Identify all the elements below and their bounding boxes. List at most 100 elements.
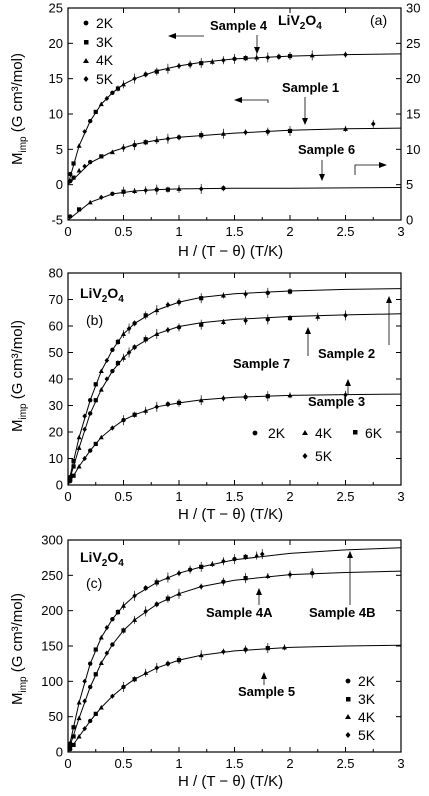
annotation-sample-4b: Sample 4B bbox=[309, 605, 375, 620]
data-point bbox=[198, 397, 204, 403]
y-tick-label: 25 bbox=[49, 1, 63, 16]
annotation-sample-7: Sample 7 bbox=[233, 356, 290, 371]
legend-marker-2k-c bbox=[345, 678, 351, 684]
legend-marker-4k-b bbox=[302, 430, 308, 435]
data-point bbox=[265, 394, 270, 399]
x-tick-label: 0.5 bbox=[114, 489, 132, 504]
data-point bbox=[165, 661, 171, 666]
arrow-head-sample-4 bbox=[254, 47, 260, 54]
annotation-sample-4a: Sample 4A bbox=[206, 605, 273, 620]
data-point bbox=[110, 616, 115, 622]
data-point bbox=[154, 137, 160, 143]
data-point bbox=[121, 145, 126, 151]
data-point bbox=[71, 473, 76, 478]
y-axis-label-b: Mimp (G cm³/mol) bbox=[9, 320, 29, 432]
fit-line-sample-4b bbox=[67, 547, 402, 753]
annotation-sample-5: Sample 5 bbox=[238, 684, 295, 699]
data-point bbox=[98, 634, 104, 640]
data-point bbox=[68, 178, 73, 184]
arrow-head-sample-3 bbox=[345, 379, 351, 386]
data-point bbox=[88, 448, 93, 453]
data-point bbox=[93, 398, 98, 403]
legend-label-4k-c: 4K bbox=[358, 709, 376, 725]
y-tick-label: 300 bbox=[41, 533, 63, 548]
legend-label-5k-c: 5K bbox=[358, 727, 376, 743]
data-point bbox=[154, 69, 159, 74]
arrow-head-sample-4-left bbox=[168, 33, 176, 39]
data-point bbox=[154, 580, 159, 585]
data-point bbox=[115, 609, 121, 615]
data-point bbox=[243, 576, 248, 581]
data-point bbox=[176, 400, 182, 405]
data-point bbox=[165, 596, 170, 601]
data-point bbox=[76, 167, 82, 173]
data-point bbox=[98, 704, 104, 710]
data-point bbox=[71, 459, 76, 464]
arrow-head-sample-4b bbox=[347, 551, 353, 558]
data-point bbox=[143, 608, 148, 614]
y-tick-label: 200 bbox=[41, 603, 63, 618]
data-point bbox=[187, 62, 193, 67]
legend-marker-2k-b bbox=[252, 430, 258, 436]
data-point bbox=[115, 339, 121, 344]
data-point bbox=[110, 642, 115, 647]
y-tick-label: -5 bbox=[51, 213, 63, 228]
data-point bbox=[77, 207, 82, 212]
data-point bbox=[220, 292, 226, 298]
y-tick-label: 30 bbox=[49, 398, 63, 413]
panel-label-c: (c) bbox=[86, 575, 102, 591]
compound-label-b: LiV2O4 bbox=[80, 285, 124, 305]
data-point bbox=[154, 307, 160, 313]
legend-b: 2K 4K 6K 5K bbox=[252, 425, 383, 464]
data-point bbox=[110, 90, 115, 96]
annotation-arrows-b bbox=[305, 296, 392, 394]
data-point bbox=[265, 646, 270, 651]
x-tick-label: 1 bbox=[175, 756, 182, 771]
x-tick-label: 0.5 bbox=[114, 224, 132, 239]
data-point bbox=[165, 136, 171, 142]
y-tick-label: 0 bbox=[56, 478, 63, 493]
data-point bbox=[176, 186, 182, 191]
data-point bbox=[143, 140, 148, 145]
legend-marker-4k bbox=[83, 58, 89, 63]
x-tick-label: 2.5 bbox=[336, 756, 354, 771]
data-point bbox=[82, 698, 87, 704]
data-point bbox=[243, 394, 248, 400]
data-point bbox=[98, 660, 104, 665]
data-point bbox=[176, 658, 182, 663]
data-point bbox=[343, 392, 348, 398]
data-point bbox=[243, 129, 248, 135]
data-point bbox=[281, 644, 287, 650]
data-point bbox=[82, 413, 87, 419]
data-point bbox=[76, 445, 82, 450]
data-point bbox=[221, 57, 226, 63]
data-point bbox=[88, 684, 93, 690]
data-point bbox=[265, 573, 271, 579]
data-point bbox=[287, 392, 293, 398]
data-point bbox=[243, 647, 248, 652]
data-point bbox=[121, 189, 126, 194]
data-point bbox=[176, 63, 182, 69]
data-point bbox=[68, 746, 73, 752]
data-point bbox=[154, 665, 160, 671]
data-point bbox=[93, 382, 98, 387]
legend-label-3k: 3K bbox=[96, 34, 114, 50]
data-point bbox=[198, 652, 204, 658]
legend-marker-3k-c bbox=[346, 697, 351, 702]
data-point bbox=[71, 742, 76, 748]
data-point bbox=[68, 171, 73, 177]
data-point bbox=[88, 411, 93, 416]
data-point bbox=[143, 313, 148, 318]
y2-tick-label: 0 bbox=[406, 213, 413, 228]
x-tick-label: 3 bbox=[397, 224, 404, 239]
data-point bbox=[71, 725, 76, 730]
data-point bbox=[220, 319, 226, 325]
data-point bbox=[121, 331, 126, 336]
data-point bbox=[176, 570, 182, 576]
data-point bbox=[132, 188, 138, 194]
data-point bbox=[71, 464, 76, 469]
data-point bbox=[93, 441, 98, 447]
data-point bbox=[220, 131, 226, 136]
